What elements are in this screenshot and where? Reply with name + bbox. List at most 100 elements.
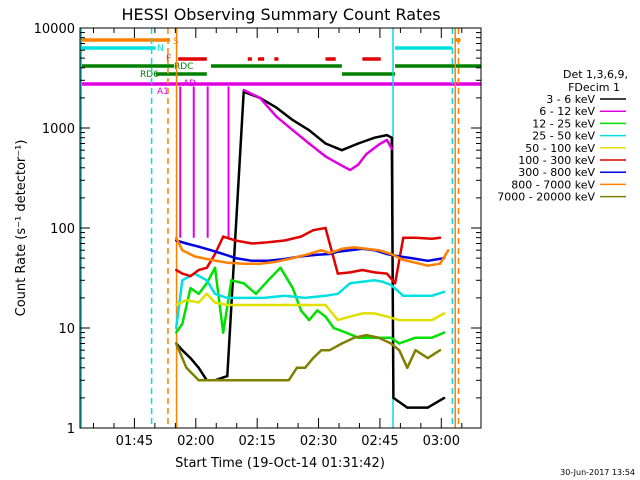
data-point — [234, 239, 237, 242]
data-point — [205, 279, 209, 282]
data-point — [385, 315, 389, 318]
data-point — [226, 379, 229, 382]
data-point — [402, 258, 405, 262]
data-point — [361, 280, 364, 283]
data-point — [185, 366, 188, 369]
data-point — [307, 129, 311, 132]
data-point — [275, 115, 278, 118]
data-point — [242, 282, 245, 285]
data-point — [262, 303, 266, 307]
data-point — [442, 331, 446, 334]
data-point — [299, 309, 303, 312]
data-point — [291, 129, 294, 132]
data-point — [189, 287, 192, 290]
x-tick-label: 02:15 — [238, 434, 275, 449]
x-axis: 01:45 02:00 02:15 02:30 02:45 03:00 — [93, 28, 463, 449]
data-point — [385, 272, 389, 275]
data-point — [303, 366, 307, 369]
data-point — [438, 236, 442, 239]
data-point — [174, 326, 178, 330]
chart-title: HESSI Observing Summary Count Rates — [121, 5, 440, 24]
legend-label: 300 - 800 keV — [518, 166, 595, 179]
data-point — [336, 318, 339, 322]
data-point — [189, 274, 192, 278]
data-point — [332, 326, 335, 330]
legend-label: 12 - 25 keV — [532, 117, 595, 130]
data-point — [181, 248, 184, 252]
data-point — [174, 331, 178, 334]
data-point — [258, 379, 262, 382]
data-point — [287, 379, 290, 382]
data-point — [414, 336, 417, 339]
flag-bars: SNFRDCRD6ADA1 — [80, 37, 481, 238]
data-point — [447, 248, 450, 252]
data-point — [438, 262, 442, 265]
data-point — [283, 239, 286, 242]
data-point — [340, 247, 344, 250]
data-point — [267, 279, 270, 282]
data-point — [397, 342, 401, 345]
data-point — [242, 379, 245, 382]
legend-label: 100 - 300 keV — [518, 154, 595, 167]
data-point — [324, 315, 327, 318]
data-point — [275, 260, 278, 263]
legend-label: 6 - 12 keV — [539, 105, 595, 118]
data-point — [197, 268, 200, 272]
data-point — [262, 296, 266, 300]
data-point — [185, 298, 188, 302]
y-axis-label: Count Rate (s⁻¹ detector⁻¹) — [14, 140, 29, 317]
data-point — [442, 396, 446, 400]
data-point — [324, 142, 327, 145]
data-point — [303, 303, 307, 307]
data-point — [390, 147, 393, 150]
flag-label: A1 — [157, 87, 169, 97]
data-point — [377, 143, 380, 146]
data-point — [254, 292, 258, 295]
data-point — [174, 236, 178, 239]
data-point — [205, 292, 209, 295]
data-point — [390, 136, 393, 139]
data-point — [402, 236, 405, 239]
data-point — [397, 348, 401, 352]
data-point — [392, 396, 395, 400]
data-point — [185, 242, 188, 245]
data-point — [174, 342, 178, 345]
data-point — [307, 142, 311, 145]
data-point — [324, 303, 327, 307]
data-point — [242, 303, 245, 307]
data-point — [197, 245, 200, 248]
data-point — [234, 256, 237, 260]
data-point — [181, 279, 184, 282]
x-tick-label: 02:45 — [361, 434, 398, 449]
legend-label: 25 - 50 keV — [532, 130, 595, 143]
data-point — [295, 366, 299, 369]
data-point — [430, 294, 434, 297]
data-point — [430, 237, 434, 240]
data-point — [209, 379, 213, 382]
data-point — [222, 235, 225, 238]
data-point — [213, 252, 217, 256]
data-point — [348, 315, 352, 318]
data-point — [430, 336, 434, 339]
data-point — [181, 322, 184, 326]
data-point — [348, 248, 352, 252]
legend-label: 800 - 7000 keV — [511, 178, 595, 191]
legend-label: 50 - 100 keV — [525, 142, 595, 155]
data-point — [442, 312, 446, 315]
data-point — [414, 236, 417, 239]
data-point — [258, 96, 262, 100]
data-point — [377, 336, 380, 339]
series-line — [175, 90, 445, 409]
data-point — [344, 331, 348, 334]
series-line — [175, 292, 445, 322]
data-point — [414, 348, 417, 352]
data-point — [320, 248, 323, 252]
data-point — [352, 246, 356, 249]
data-point — [242, 296, 245, 300]
data-point — [348, 168, 352, 172]
data-point — [430, 318, 434, 322]
data-point — [361, 312, 364, 315]
data-point — [197, 366, 200, 369]
data-point — [307, 318, 311, 322]
